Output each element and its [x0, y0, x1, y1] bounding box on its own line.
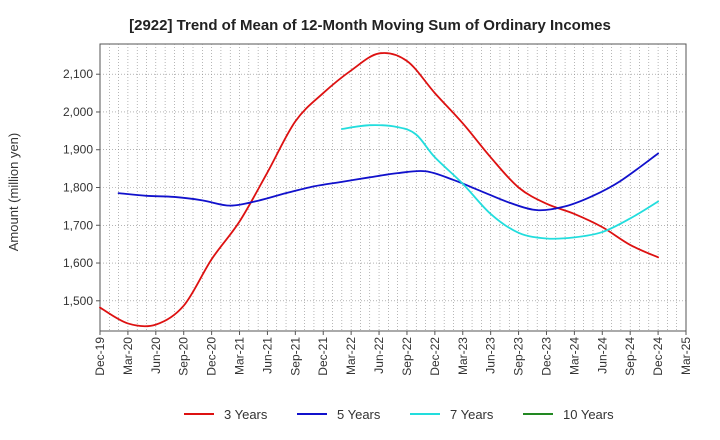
chart-title: [2922] Trend of Mean of 12-Month Moving …	[129, 17, 611, 34]
x-tick-label: Mar-25	[679, 337, 693, 375]
x-axis-ticks: Dec-19 Mar-20 Jun-20 Sep-20 Dec-20 Mar-21 Jun-…	[93, 331, 693, 376]
x-tick-label: Dec-24	[651, 337, 665, 376]
legend-label-3-years: 3 Years	[224, 407, 268, 422]
x-tick-label: Sep-24	[623, 337, 637, 376]
x-tick-label: Sep-23	[512, 337, 526, 376]
x-tick-label: Sep-20	[177, 337, 191, 376]
series-lines	[99, 52, 659, 328]
legend-label-7-years: 7 Years	[450, 407, 494, 422]
y-tick-label: 1,700	[63, 218, 93, 232]
x-tick-label: Jun-24	[595, 337, 609, 374]
y-axis-label: Amount (million yen)	[6, 133, 21, 252]
x-tick-label: Dec-23	[539, 337, 553, 376]
y-tick-label: 1,800	[63, 181, 93, 195]
series-line-3-years	[99, 52, 659, 328]
legend: 3 Years 5 Years 7 Years 10 Years	[184, 407, 614, 422]
x-tick-label: Jun-23	[484, 337, 498, 374]
legend-label-5-years: 5 Years	[337, 407, 381, 422]
y-tick-label: 1,600	[63, 256, 93, 270]
x-tick-label: Jun-21	[260, 337, 274, 374]
series-line-7-years	[340, 124, 659, 240]
x-tick-label: Dec-19	[93, 337, 107, 376]
x-tick-label: Jun-22	[372, 337, 386, 374]
x-tick-label: Mar-20	[121, 337, 135, 375]
x-tick-label: Mar-24	[567, 337, 581, 375]
y-tick-label: 1,500	[63, 294, 93, 308]
x-tick-label: Dec-22	[428, 337, 442, 376]
y-tick-label: 1,900	[63, 143, 93, 157]
x-tick-label: Dec-20	[205, 337, 219, 376]
x-tick-label: Mar-23	[456, 337, 470, 375]
y-tick-label: 2,000	[63, 105, 93, 119]
x-tick-label: Dec-21	[316, 337, 330, 376]
x-tick-label: Mar-22	[344, 337, 358, 375]
legend-label-10-years: 10 Years	[563, 407, 614, 422]
x-tick-label: Mar-21	[233, 337, 247, 375]
y-axis-ticks: 1,500 1,600 1,700 1,800 1,900 2,000 2,100	[63, 67, 100, 308]
x-tick-label: Sep-22	[400, 337, 414, 376]
x-tick-label: Jun-20	[149, 337, 163, 374]
series-line-5-years	[117, 152, 659, 212]
y-tick-label: 2,100	[63, 67, 93, 81]
x-tick-label: Sep-21	[288, 337, 302, 376]
